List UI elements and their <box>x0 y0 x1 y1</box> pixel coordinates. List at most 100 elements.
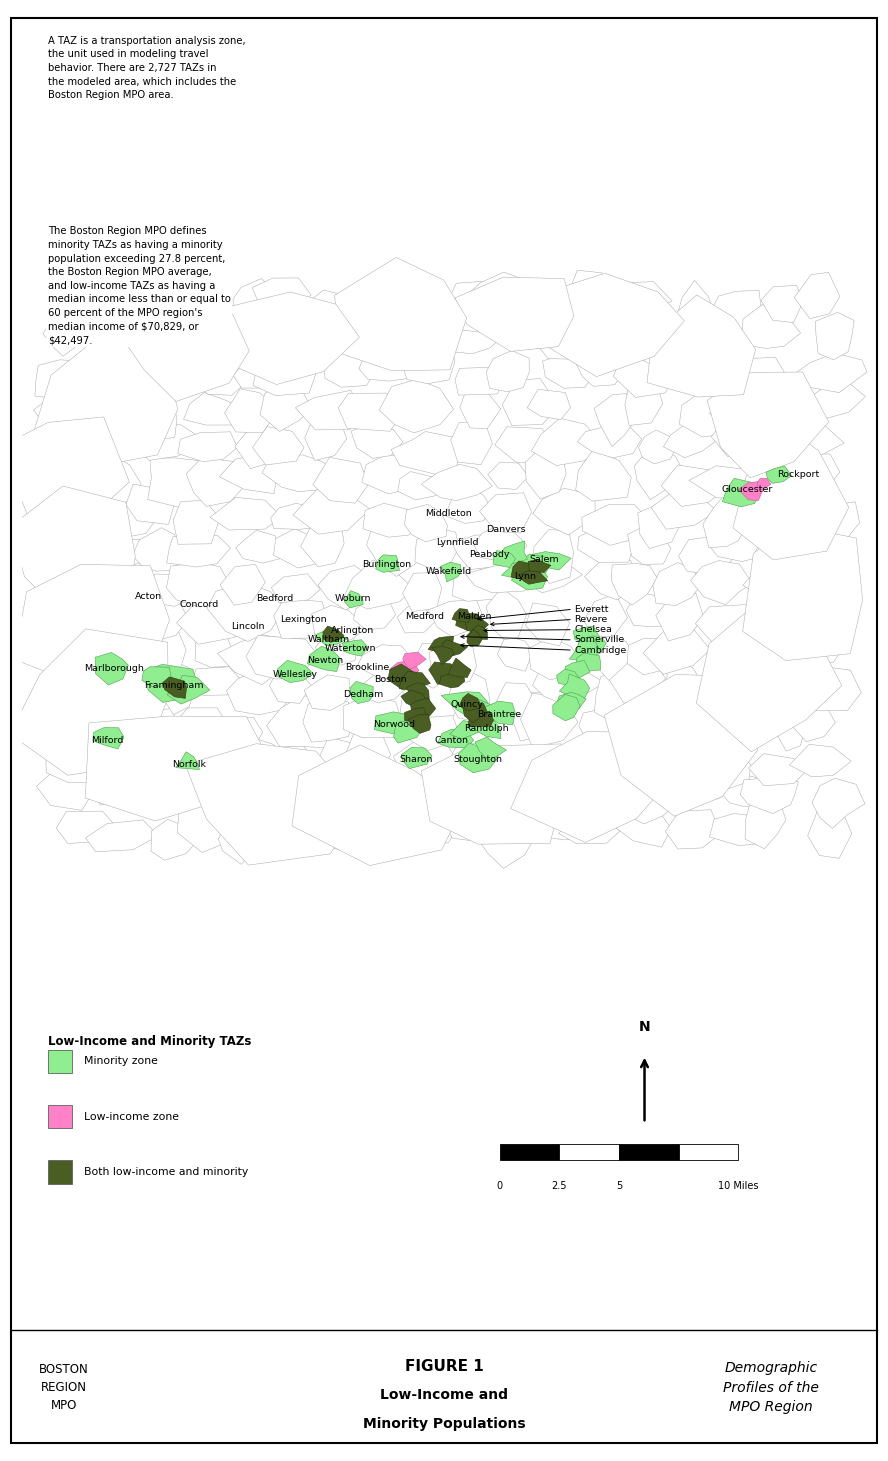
Polygon shape <box>388 663 418 690</box>
Polygon shape <box>807 638 843 663</box>
Polygon shape <box>400 674 460 717</box>
Polygon shape <box>146 574 202 606</box>
Polygon shape <box>40 453 81 508</box>
Polygon shape <box>575 653 600 671</box>
Polygon shape <box>511 693 546 741</box>
Polygon shape <box>428 636 454 653</box>
Polygon shape <box>277 660 313 682</box>
Polygon shape <box>452 535 524 570</box>
Text: FIGURE 1: FIGURE 1 <box>405 1359 483 1373</box>
Polygon shape <box>400 690 426 709</box>
Polygon shape <box>559 818 620 843</box>
Polygon shape <box>402 573 442 612</box>
Polygon shape <box>415 529 459 570</box>
Polygon shape <box>217 735 294 776</box>
Polygon shape <box>618 783 679 824</box>
Polygon shape <box>647 295 756 397</box>
Polygon shape <box>142 598 188 640</box>
Polygon shape <box>497 636 533 671</box>
Polygon shape <box>766 462 807 506</box>
Text: Salem: Salem <box>529 555 559 564</box>
Polygon shape <box>718 701 762 748</box>
Polygon shape <box>526 603 569 646</box>
Polygon shape <box>428 600 483 637</box>
Polygon shape <box>631 720 679 751</box>
Polygon shape <box>144 665 197 703</box>
Polygon shape <box>318 565 385 611</box>
Polygon shape <box>192 368 246 396</box>
Bar <box>559 1144 619 1160</box>
Polygon shape <box>519 570 548 584</box>
Polygon shape <box>568 270 609 317</box>
Text: Somerville: Somerville <box>575 636 625 644</box>
Polygon shape <box>220 564 266 605</box>
Polygon shape <box>527 389 571 419</box>
Polygon shape <box>111 503 158 538</box>
Polygon shape <box>440 672 464 688</box>
Polygon shape <box>311 605 367 647</box>
Polygon shape <box>789 744 852 777</box>
Text: Brookline: Brookline <box>345 663 390 672</box>
Polygon shape <box>324 348 377 387</box>
Polygon shape <box>480 492 532 533</box>
Polygon shape <box>594 672 639 722</box>
Polygon shape <box>533 665 605 704</box>
Polygon shape <box>62 408 109 460</box>
Polygon shape <box>236 530 280 562</box>
Polygon shape <box>797 354 867 393</box>
Polygon shape <box>338 393 406 431</box>
Polygon shape <box>463 703 488 723</box>
Polygon shape <box>10 628 168 776</box>
Text: 10 Miles: 10 Miles <box>718 1180 758 1191</box>
Polygon shape <box>393 741 461 782</box>
Text: Newton: Newton <box>306 656 343 665</box>
Polygon shape <box>765 665 819 713</box>
Polygon shape <box>580 636 607 652</box>
Polygon shape <box>739 481 764 501</box>
Polygon shape <box>741 358 786 389</box>
Polygon shape <box>566 660 590 681</box>
Text: Middleton: Middleton <box>425 510 472 519</box>
Polygon shape <box>443 307 505 354</box>
Text: 5: 5 <box>615 1180 622 1191</box>
Polygon shape <box>376 555 400 573</box>
Polygon shape <box>296 390 362 430</box>
Polygon shape <box>638 504 680 548</box>
Polygon shape <box>465 617 488 633</box>
Polygon shape <box>184 393 245 425</box>
Polygon shape <box>584 552 638 600</box>
Polygon shape <box>266 695 335 748</box>
Polygon shape <box>235 428 288 469</box>
Polygon shape <box>458 744 498 773</box>
Text: Marlborough: Marlborough <box>84 665 144 674</box>
Polygon shape <box>742 570 789 596</box>
Text: Minority zone: Minority zone <box>83 1056 157 1067</box>
Polygon shape <box>557 693 586 709</box>
Polygon shape <box>43 313 83 356</box>
Polygon shape <box>699 318 752 361</box>
Polygon shape <box>133 356 173 387</box>
Polygon shape <box>413 643 456 688</box>
Polygon shape <box>314 630 347 646</box>
Polygon shape <box>787 571 844 611</box>
Polygon shape <box>129 397 177 441</box>
Polygon shape <box>252 427 304 465</box>
Polygon shape <box>444 808 497 840</box>
Polygon shape <box>315 630 357 665</box>
Text: Watertown: Watertown <box>325 644 377 653</box>
Polygon shape <box>452 609 470 622</box>
Polygon shape <box>171 709 227 747</box>
Polygon shape <box>812 779 865 828</box>
Polygon shape <box>372 327 426 365</box>
Polygon shape <box>742 524 862 660</box>
Polygon shape <box>703 498 749 548</box>
Polygon shape <box>308 821 354 849</box>
Polygon shape <box>815 313 854 359</box>
Text: N: N <box>638 1020 650 1034</box>
Polygon shape <box>18 416 130 548</box>
Polygon shape <box>809 543 847 573</box>
Text: A TAZ is a transportation analysis zone,
the unit used in modeling travel
behavi: A TAZ is a transportation analysis zone,… <box>48 35 245 101</box>
Polygon shape <box>625 374 662 425</box>
Polygon shape <box>442 640 468 656</box>
Polygon shape <box>192 666 244 695</box>
